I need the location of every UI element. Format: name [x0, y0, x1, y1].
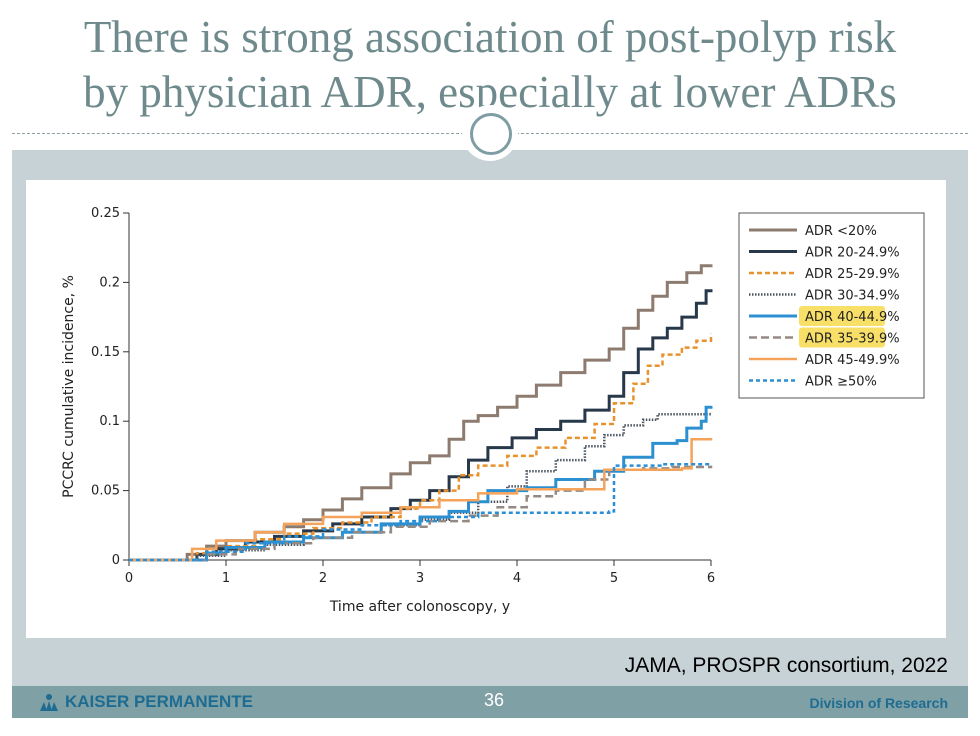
slide-title: There is strong association of post-poly… — [12, 10, 968, 120]
legend-box — [738, 212, 925, 399]
x-tick-label: 1 — [222, 571, 230, 586]
chart-panel: 0 0.05 0.1 0.15 0.2 0.25 0 1 2 3 4 5 6 Time after col… — [26, 180, 946, 638]
legend-label: ADR 45-49.9% — [805, 353, 900, 368]
series-line-adr-50 — [129, 462, 711, 562]
legend-label: ADR 25-29.9% — [805, 267, 900, 282]
y-tick-label: 0.1 — [99, 414, 120, 429]
series-line-adr-45-49-9 — [129, 437, 713, 562]
series-line-adr-35-39-9 — [129, 465, 713, 562]
x-tick-label: 0 — [125, 571, 133, 586]
x-tick-label: 3 — [416, 571, 424, 586]
ornament-ring-icon — [470, 113, 512, 155]
title-line-1: There is strong association of post-poly… — [83, 12, 897, 62]
series-line-adr-40-44-9 — [129, 405, 713, 562]
y-tick-label: 0.25 — [91, 206, 120, 221]
series-line-adr-20-24-9 — [129, 289, 713, 562]
kaiser-logo: KAISER PERMANENTE — [36, 692, 253, 713]
y-tick-label: 0.05 — [91, 484, 120, 499]
citation: JAMA, PROSPR consortium, 2022 — [624, 654, 948, 677]
series-line-adr-25-29-9 — [129, 333, 713, 562]
division-label: Division of Research — [809, 695, 949, 711]
legend-label: ADR ≥50% — [805, 375, 877, 390]
x-axis-title: Time after colonoscopy, y — [329, 599, 510, 615]
x-tick-label: 4 — [513, 571, 521, 586]
series-line-adr-30-34-9 — [129, 412, 713, 562]
x-tick-label: 5 — [610, 571, 618, 586]
page-number: 36 — [483, 690, 505, 710]
legend-label: ADR 20-24.9% — [805, 246, 900, 261]
legend-label: ADR 30-34.9% — [805, 289, 900, 304]
legend-label: ADR 40-44.9% — [805, 310, 900, 325]
legend-label: ADR 35-39.9% — [805, 332, 900, 347]
footer-bar: KAISER PERMANENTE 36 Division of Researc… — [12, 686, 968, 718]
legend-highlight — [799, 306, 885, 326]
y-tick-label: 0.15 — [91, 345, 120, 360]
x-tick-label: 6 — [707, 571, 715, 586]
y-axis-title: PCCRC cumulative incidence, % — [61, 275, 77, 498]
x-tick-label: 2 — [319, 571, 327, 586]
legend-label: ADR <20% — [805, 224, 877, 239]
y-tick-label: 0.2 — [99, 275, 120, 290]
kaiser-logo-text: KAISER PERMANENTE — [65, 692, 253, 711]
kaiser-symbol-icon — [40, 693, 58, 711]
legend-highlight — [799, 327, 885, 348]
km-chart: 0 0.05 0.1 0.15 0.2 0.25 0 1 2 3 4 5 6 Time after col… — [61, 206, 925, 615]
y-tick-label: 0 — [112, 553, 120, 568]
